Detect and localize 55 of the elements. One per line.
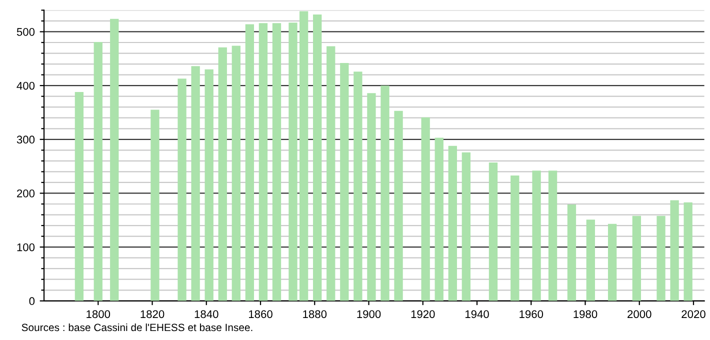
bar: [299, 11, 308, 301]
bar: [532, 170, 541, 301]
y-tick-label: 500: [16, 28, 35, 36]
source-note: Sources : base Cassini de l'EHESS et base Insee.: [22, 323, 252, 332]
bar: [448, 146, 457, 301]
bar: [367, 93, 376, 301]
bar: [74, 92, 84, 301]
bar: [218, 47, 227, 301]
bar: [288, 22, 298, 301]
bar: [462, 152, 471, 301]
x-tick-label: 1960: [520, 310, 544, 318]
bar: [150, 110, 160, 301]
x-tick-label: 1940: [465, 310, 489, 318]
bar: [313, 14, 322, 301]
bar: [204, 69, 214, 301]
x-tick-label: 1920: [411, 310, 435, 318]
bar: [178, 78, 186, 301]
bar: [94, 42, 102, 301]
bar: [258, 23, 268, 301]
bar: [394, 110, 403, 301]
y-tick-label: 300: [16, 136, 35, 144]
bar: [340, 62, 349, 301]
bar: [608, 224, 617, 301]
bar: [586, 220, 595, 301]
y-tick-label: 0: [29, 297, 35, 306]
bar: [354, 72, 362, 301]
bar: [272, 23, 282, 301]
x-tick-label: 1820: [140, 310, 164, 318]
y-tick-label: 100: [17, 243, 35, 252]
x-tick-label: 2000: [628, 310, 652, 318]
y-tick-label: 400: [16, 82, 35, 90]
bar: [510, 175, 520, 301]
bar: [232, 46, 240, 301]
bar: [567, 204, 576, 301]
x-tick-label: 1860: [249, 310, 272, 318]
bar: [380, 86, 390, 301]
bar: [245, 24, 254, 301]
bar: [632, 216, 641, 301]
x-tick-label: 1800: [86, 310, 110, 318]
bar: [110, 18, 119, 301]
x-tick-label: 1880: [303, 310, 327, 318]
bar: [684, 202, 692, 301]
y-tick-label: 200: [17, 190, 35, 198]
x-tick-label: 1980: [574, 310, 598, 318]
bar: [434, 138, 444, 301]
bar: [670, 200, 679, 301]
bar: [326, 46, 336, 301]
bar: [191, 66, 200, 301]
bar: [421, 117, 430, 301]
x-tick-label: 1840: [194, 310, 218, 318]
bar: [488, 162, 498, 301]
bar: [656, 216, 666, 301]
bar: [548, 170, 558, 301]
x-tick-label: 1900: [357, 310, 381, 318]
x-tick-label: 2020: [682, 310, 706, 318]
